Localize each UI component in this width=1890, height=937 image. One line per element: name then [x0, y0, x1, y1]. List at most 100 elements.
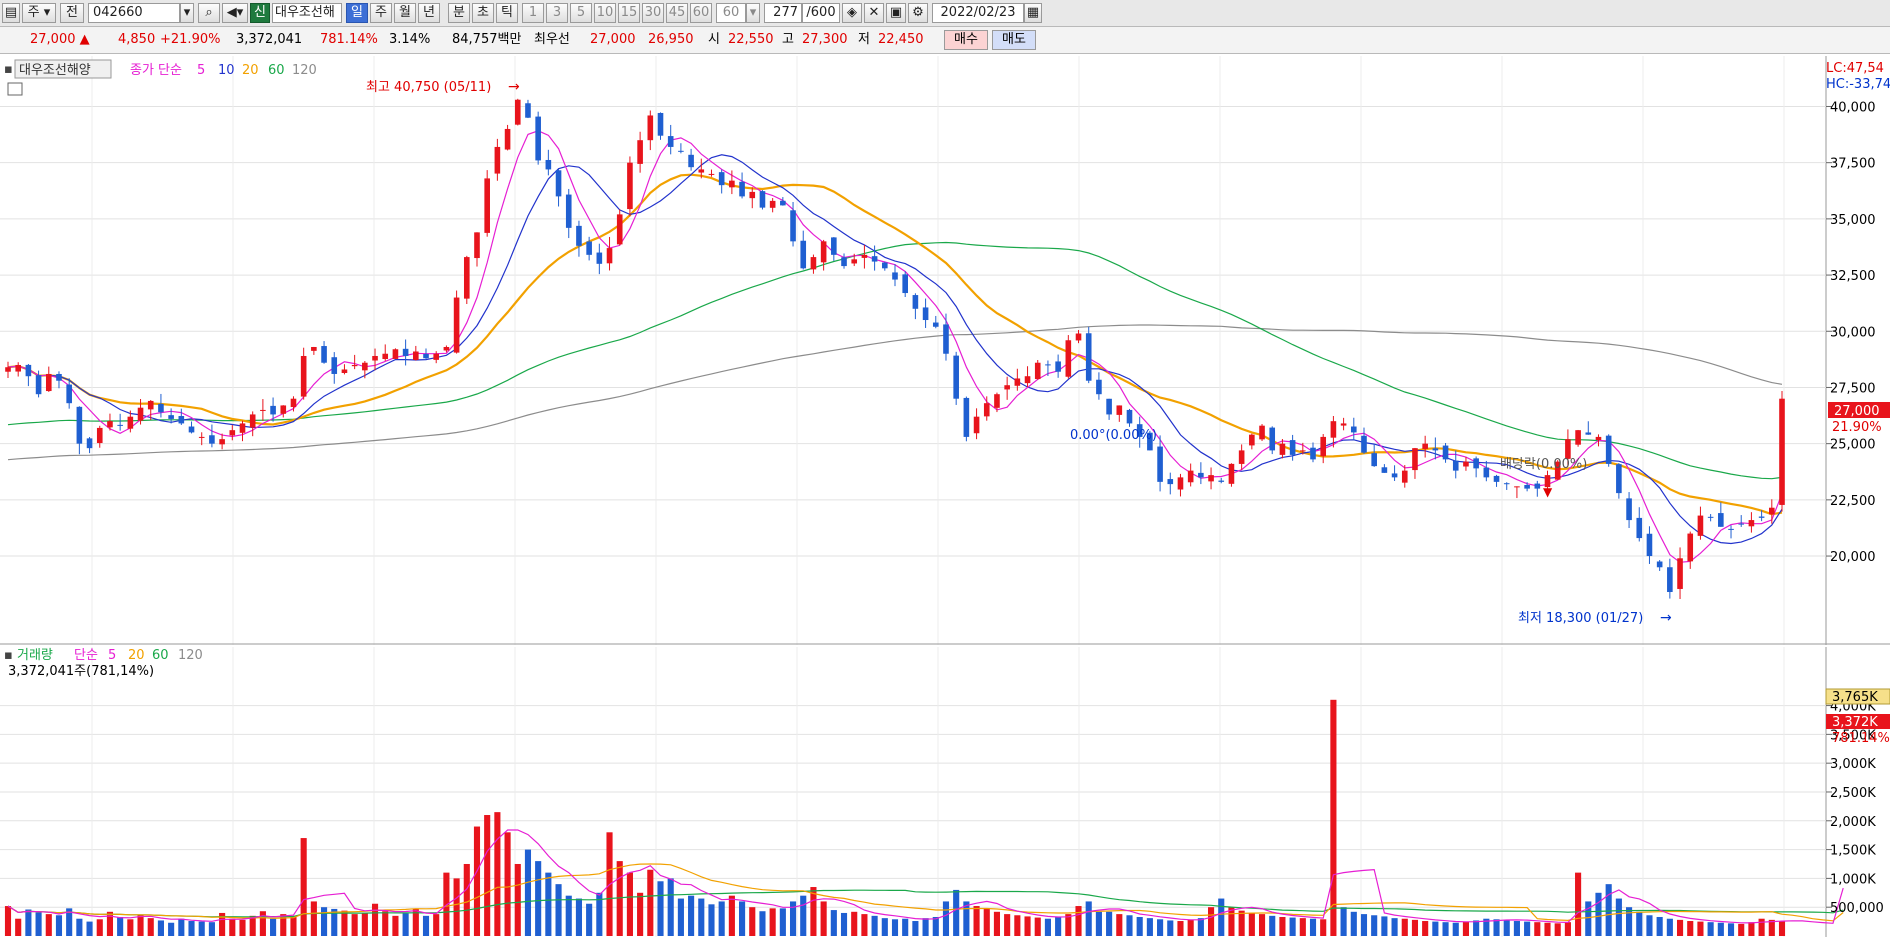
period-tick[interactable]: 틱 — [496, 3, 518, 23]
candle-body — [494, 146, 501, 174]
candle-body — [545, 159, 552, 170]
market-select[interactable]: 주 ▾ — [22, 3, 56, 23]
candle-body — [718, 172, 725, 186]
volume-bar — [1452, 922, 1459, 936]
candle-body — [1636, 517, 1643, 539]
vlegend-ma60: 60 — [152, 648, 169, 663]
high: 27,300 — [802, 32, 848, 47]
count-input[interactable]: 277 — [764, 3, 802, 23]
code-dropdown-icon[interactable]: ▾ — [180, 3, 194, 23]
code-input[interactable]: 042660 — [88, 3, 180, 23]
volume-bar — [1564, 922, 1571, 936]
minute-5[interactable]: 5 — [570, 3, 592, 23]
volume-collapse-icon[interactable]: ▪ — [4, 648, 13, 663]
volume-bar — [178, 918, 185, 936]
candle-body — [973, 416, 980, 434]
period-second[interactable]: 초 — [472, 3, 494, 23]
buy-button[interactable]: 매수 — [944, 30, 988, 50]
volume-bar — [157, 920, 164, 936]
volume-bar — [259, 911, 266, 936]
candle-body — [1300, 450, 1306, 452]
candle-body — [932, 322, 939, 327]
zoom-icon[interactable]: ◈ — [842, 3, 862, 23]
minute-60[interactable]: 60 — [690, 3, 712, 23]
search-icon[interactable]: ⌕ — [198, 3, 220, 23]
volume-bar — [1646, 915, 1653, 936]
volume-bar — [484, 815, 491, 936]
volume-pct: 781.14% — [320, 32, 378, 47]
candle-body — [861, 254, 868, 258]
prev-button[interactable]: 전 — [60, 3, 84, 23]
cross-icon[interactable]: ✕ — [864, 3, 884, 23]
volume-bar — [851, 911, 858, 936]
price-chart[interactable]: 40,000 37,500 35,000 32,500 30,000 27,500 25,0… — [0, 56, 1890, 645]
candle-body — [525, 103, 531, 118]
volume-bar — [932, 916, 939, 936]
volume-chart[interactable]: 4,000K3,500K3,000K2,500K2,000K1,500K1,00… — [0, 647, 1890, 937]
volume-bar — [524, 849, 532, 936]
minute-45[interactable]: 45 — [666, 3, 688, 23]
minute-3[interactable]: 3 — [546, 3, 568, 23]
volume-bar — [4, 906, 12, 936]
menu-icon[interactable]: ▤ — [2, 3, 20, 23]
volume-bar — [1228, 907, 1235, 936]
date-input[interactable]: 2022/02/23 — [932, 3, 1024, 23]
candle-body — [1544, 475, 1551, 488]
minute-30[interactable]: 30 — [642, 3, 664, 23]
candle-body — [555, 170, 562, 197]
minute-1[interactable]: 1 — [522, 3, 544, 23]
period-month[interactable]: 월 — [394, 3, 416, 23]
candle-body — [1432, 448, 1439, 451]
candle-body — [1065, 340, 1072, 377]
candle-body — [45, 373, 52, 392]
candle-body — [637, 140, 643, 164]
candle-body — [1167, 479, 1174, 485]
candle-body — [1565, 439, 1571, 459]
custom-period-dropdown-icon[interactable]: ▾ — [746, 3, 760, 23]
candle-body — [1085, 333, 1092, 381]
panel-collapse-icon[interactable]: ▪ — [4, 62, 13, 77]
settings-icon[interactable]: ⚙ — [908, 3, 928, 23]
volume-bar — [1758, 918, 1765, 936]
volume-tag-2-pct: 781.14% — [1832, 731, 1890, 746]
volume-bar — [575, 898, 583, 936]
volume-bar — [382, 911, 389, 936]
volume: 3,372,041 — [236, 32, 303, 47]
low-arrow: → — [1660, 610, 1672, 626]
volume-bar — [463, 863, 470, 936]
save-icon[interactable]: ▣ — [886, 3, 906, 23]
minute-10[interactable]: 10 — [594, 3, 616, 23]
candle-body — [1707, 516, 1714, 518]
candle-body — [1034, 362, 1041, 380]
high-annotation: 최고 40,750 (05/11) — [366, 80, 491, 95]
period-year[interactable]: 년 — [418, 3, 440, 23]
candle-body — [15, 364, 21, 372]
volume-ma20-line — [7, 863, 1844, 922]
minute-15[interactable]: 15 — [618, 3, 640, 23]
candle-body — [1004, 385, 1010, 390]
candle-body — [1177, 477, 1184, 490]
volume-bar — [1197, 918, 1204, 936]
period-week[interactable]: 주 — [370, 3, 392, 23]
volume-bar — [1738, 923, 1745, 936]
candle-body — [780, 200, 786, 206]
volume-bar — [1442, 922, 1449, 936]
grid-toggle-icon[interactable] — [7, 82, 23, 96]
sell-button[interactable]: 매도 — [992, 30, 1036, 50]
volume-legend-prefix: 단순 — [74, 648, 98, 663]
custom-period-input[interactable]: 60 — [716, 3, 746, 23]
calendar-icon[interactable]: ▦ — [1024, 3, 1042, 23]
volume-bar — [392, 915, 399, 936]
volume-bar — [1778, 921, 1786, 936]
period-day[interactable]: 일 — [346, 3, 368, 23]
volume-bar — [188, 921, 195, 936]
period-minute[interactable]: 분 — [448, 3, 470, 23]
candle-body — [729, 180, 735, 188]
volume-bar — [626, 872, 633, 936]
candle-body — [1045, 364, 1051, 366]
volume-tick-label: 1,500K — [1830, 844, 1876, 859]
lc-label: LC:47,54 — [1826, 61, 1884, 76]
volume-bar — [229, 918, 236, 936]
volume-tick-label: 2,500K — [1830, 786, 1876, 801]
speaker-icon[interactable]: ◀▾ — [222, 3, 248, 23]
